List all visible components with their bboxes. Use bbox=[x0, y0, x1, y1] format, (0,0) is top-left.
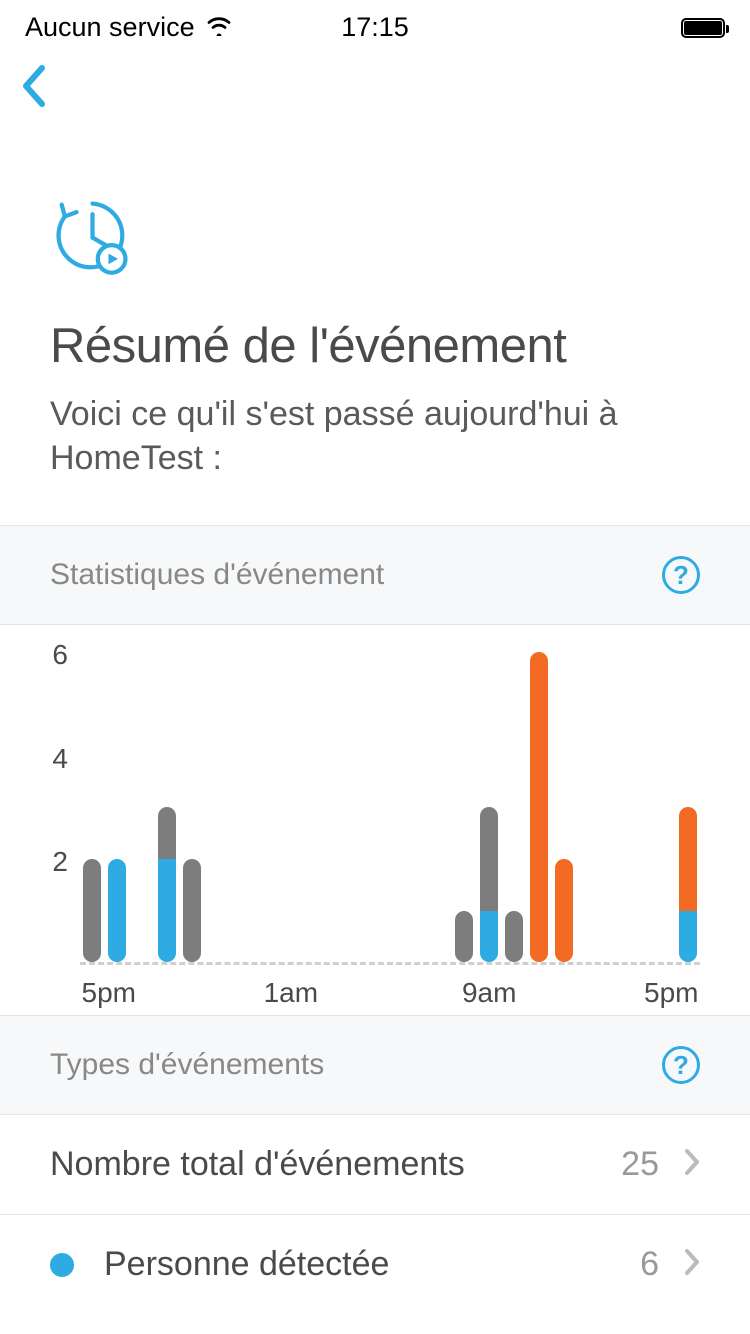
event-summary-icon bbox=[50, 193, 700, 283]
stats-help-button[interactable]: ? bbox=[662, 556, 700, 594]
chart-bar-segment bbox=[555, 859, 573, 962]
person-detected-row[interactable]: Personne détectée 6 bbox=[0, 1215, 750, 1314]
chart-y-axis: 246 bbox=[50, 655, 80, 965]
stats-section-header: Statistiques d'événement ? bbox=[0, 525, 750, 625]
chart-bar-segment bbox=[158, 859, 176, 962]
chart-bar bbox=[555, 859, 573, 962]
chart-bar bbox=[183, 859, 201, 962]
page-title: Résumé de l'événement bbox=[50, 318, 700, 374]
chart-bar-segment bbox=[83, 859, 101, 962]
chevron-right-icon bbox=[684, 1248, 700, 1281]
total-events-label: Nombre total d'événements bbox=[50, 1145, 465, 1184]
chart-x-tick: 9am bbox=[462, 977, 516, 1009]
chart-x-tick: 1am bbox=[264, 977, 318, 1009]
battery-icon bbox=[681, 18, 725, 38]
person-detected-label: Personne détectée bbox=[104, 1245, 389, 1284]
chart-bar-segment bbox=[480, 807, 498, 910]
page-subtitle: Voici ce qu'il s'est passé aujourd'hui à… bbox=[50, 392, 700, 480]
status-left: Aucun service bbox=[25, 12, 233, 43]
chart-bar-segment bbox=[505, 911, 523, 963]
status-time: 17:15 bbox=[341, 12, 409, 43]
chart-bar-segment bbox=[183, 859, 201, 962]
status-bar: Aucun service 17:15 bbox=[0, 0, 750, 49]
chart-y-tick: 4 bbox=[52, 743, 68, 775]
total-events-value: 25 bbox=[621, 1145, 659, 1184]
chart-bar-segment bbox=[455, 911, 473, 963]
chart-bar-segment bbox=[530, 652, 548, 962]
chart-bar bbox=[679, 807, 697, 962]
chart-bar bbox=[505, 911, 523, 963]
stats-section-title: Statistiques d'événement bbox=[50, 558, 384, 592]
chart-y-tick: 6 bbox=[52, 639, 68, 671]
chart-y-tick: 2 bbox=[52, 846, 68, 878]
chart-x-tick: 5pm bbox=[81, 977, 135, 1009]
event-chart: 2 4 6 5pm 1am 9am 5pm bbox=[0, 625, 750, 1015]
chart-bar bbox=[455, 911, 473, 963]
back-button[interactable] bbox=[20, 64, 50, 113]
types-help-button[interactable]: ? bbox=[662, 1046, 700, 1084]
chart-bar-segment bbox=[158, 807, 176, 859]
nav-bar bbox=[0, 49, 750, 143]
service-text: Aucun service bbox=[25, 12, 195, 43]
chevron-right-icon bbox=[684, 1148, 700, 1181]
person-detected-value: 6 bbox=[640, 1245, 659, 1284]
chart-bar bbox=[158, 807, 176, 962]
chart-bar bbox=[530, 652, 548, 962]
chart-x-axis: 5pm 1am 9am 5pm bbox=[80, 977, 700, 1007]
status-right bbox=[681, 18, 725, 38]
total-events-row[interactable]: Nombre total d'événements 25 bbox=[0, 1115, 750, 1215]
person-dot-icon bbox=[50, 1253, 74, 1277]
wifi-icon bbox=[205, 12, 233, 43]
chart-x-tick: 5pm bbox=[644, 977, 698, 1009]
header-section: Résumé de l'événement Voici ce qu'il s'e… bbox=[0, 143, 750, 525]
chart-bar bbox=[83, 859, 101, 962]
chart-bar-segment bbox=[679, 807, 697, 910]
chart-bar-segment bbox=[679, 911, 697, 963]
types-section-header: Types d'événements ? bbox=[0, 1015, 750, 1115]
chart-bar bbox=[108, 859, 126, 962]
chart-plot-area bbox=[80, 655, 700, 965]
chart-bar-segment bbox=[108, 859, 126, 962]
chart-bar bbox=[480, 807, 498, 962]
chart-bar-segment bbox=[480, 911, 498, 963]
types-section-title: Types d'événements bbox=[50, 1048, 324, 1082]
